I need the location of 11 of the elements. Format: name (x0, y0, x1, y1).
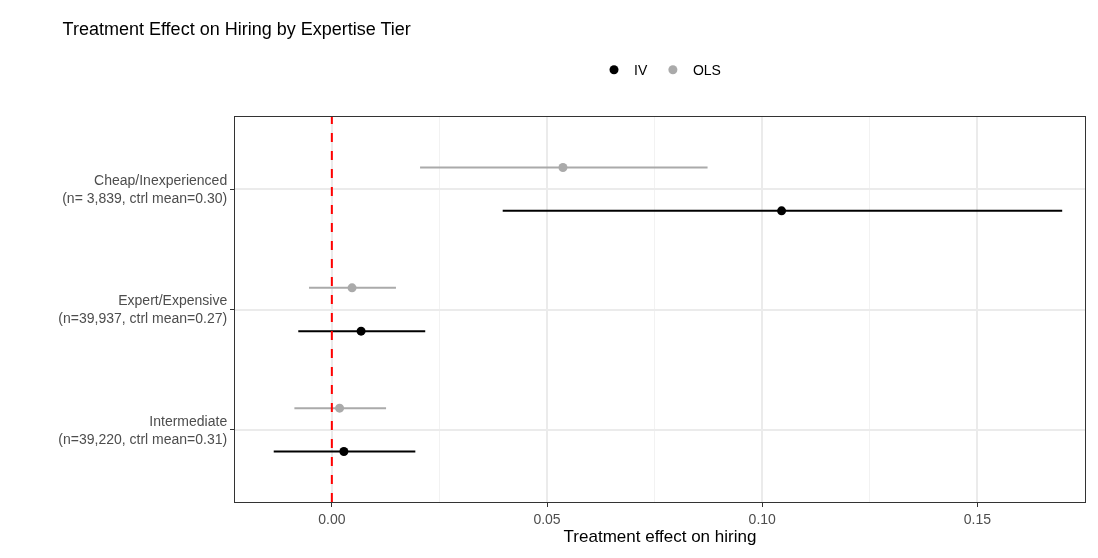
chart-title: Treatment Effect on Hiring by Expertise Tier (62, 18, 411, 39)
y-tick-label: Intermediate (n=39,220, ctrl mean=0.31) (58, 412, 228, 447)
x-tick-label: 0.05 (533, 510, 561, 527)
legend-label: OLS (692, 62, 721, 79)
y-tick-label: Expert/Expensive (n=39,937, ctrl mean=0.27) (58, 292, 228, 327)
x-tick-label: 0.00 (318, 510, 346, 527)
legend-label: IV (634, 62, 648, 79)
y-tick-label: Cheap/Inexperienced (n= 3,839, ctrl mean=0.30) (62, 171, 228, 207)
x-tick-label: 0.15 (963, 510, 992, 527)
x-tick-label: 0.10 (748, 510, 777, 527)
x-axis-title: Treatment effect on hiring (563, 527, 757, 547)
